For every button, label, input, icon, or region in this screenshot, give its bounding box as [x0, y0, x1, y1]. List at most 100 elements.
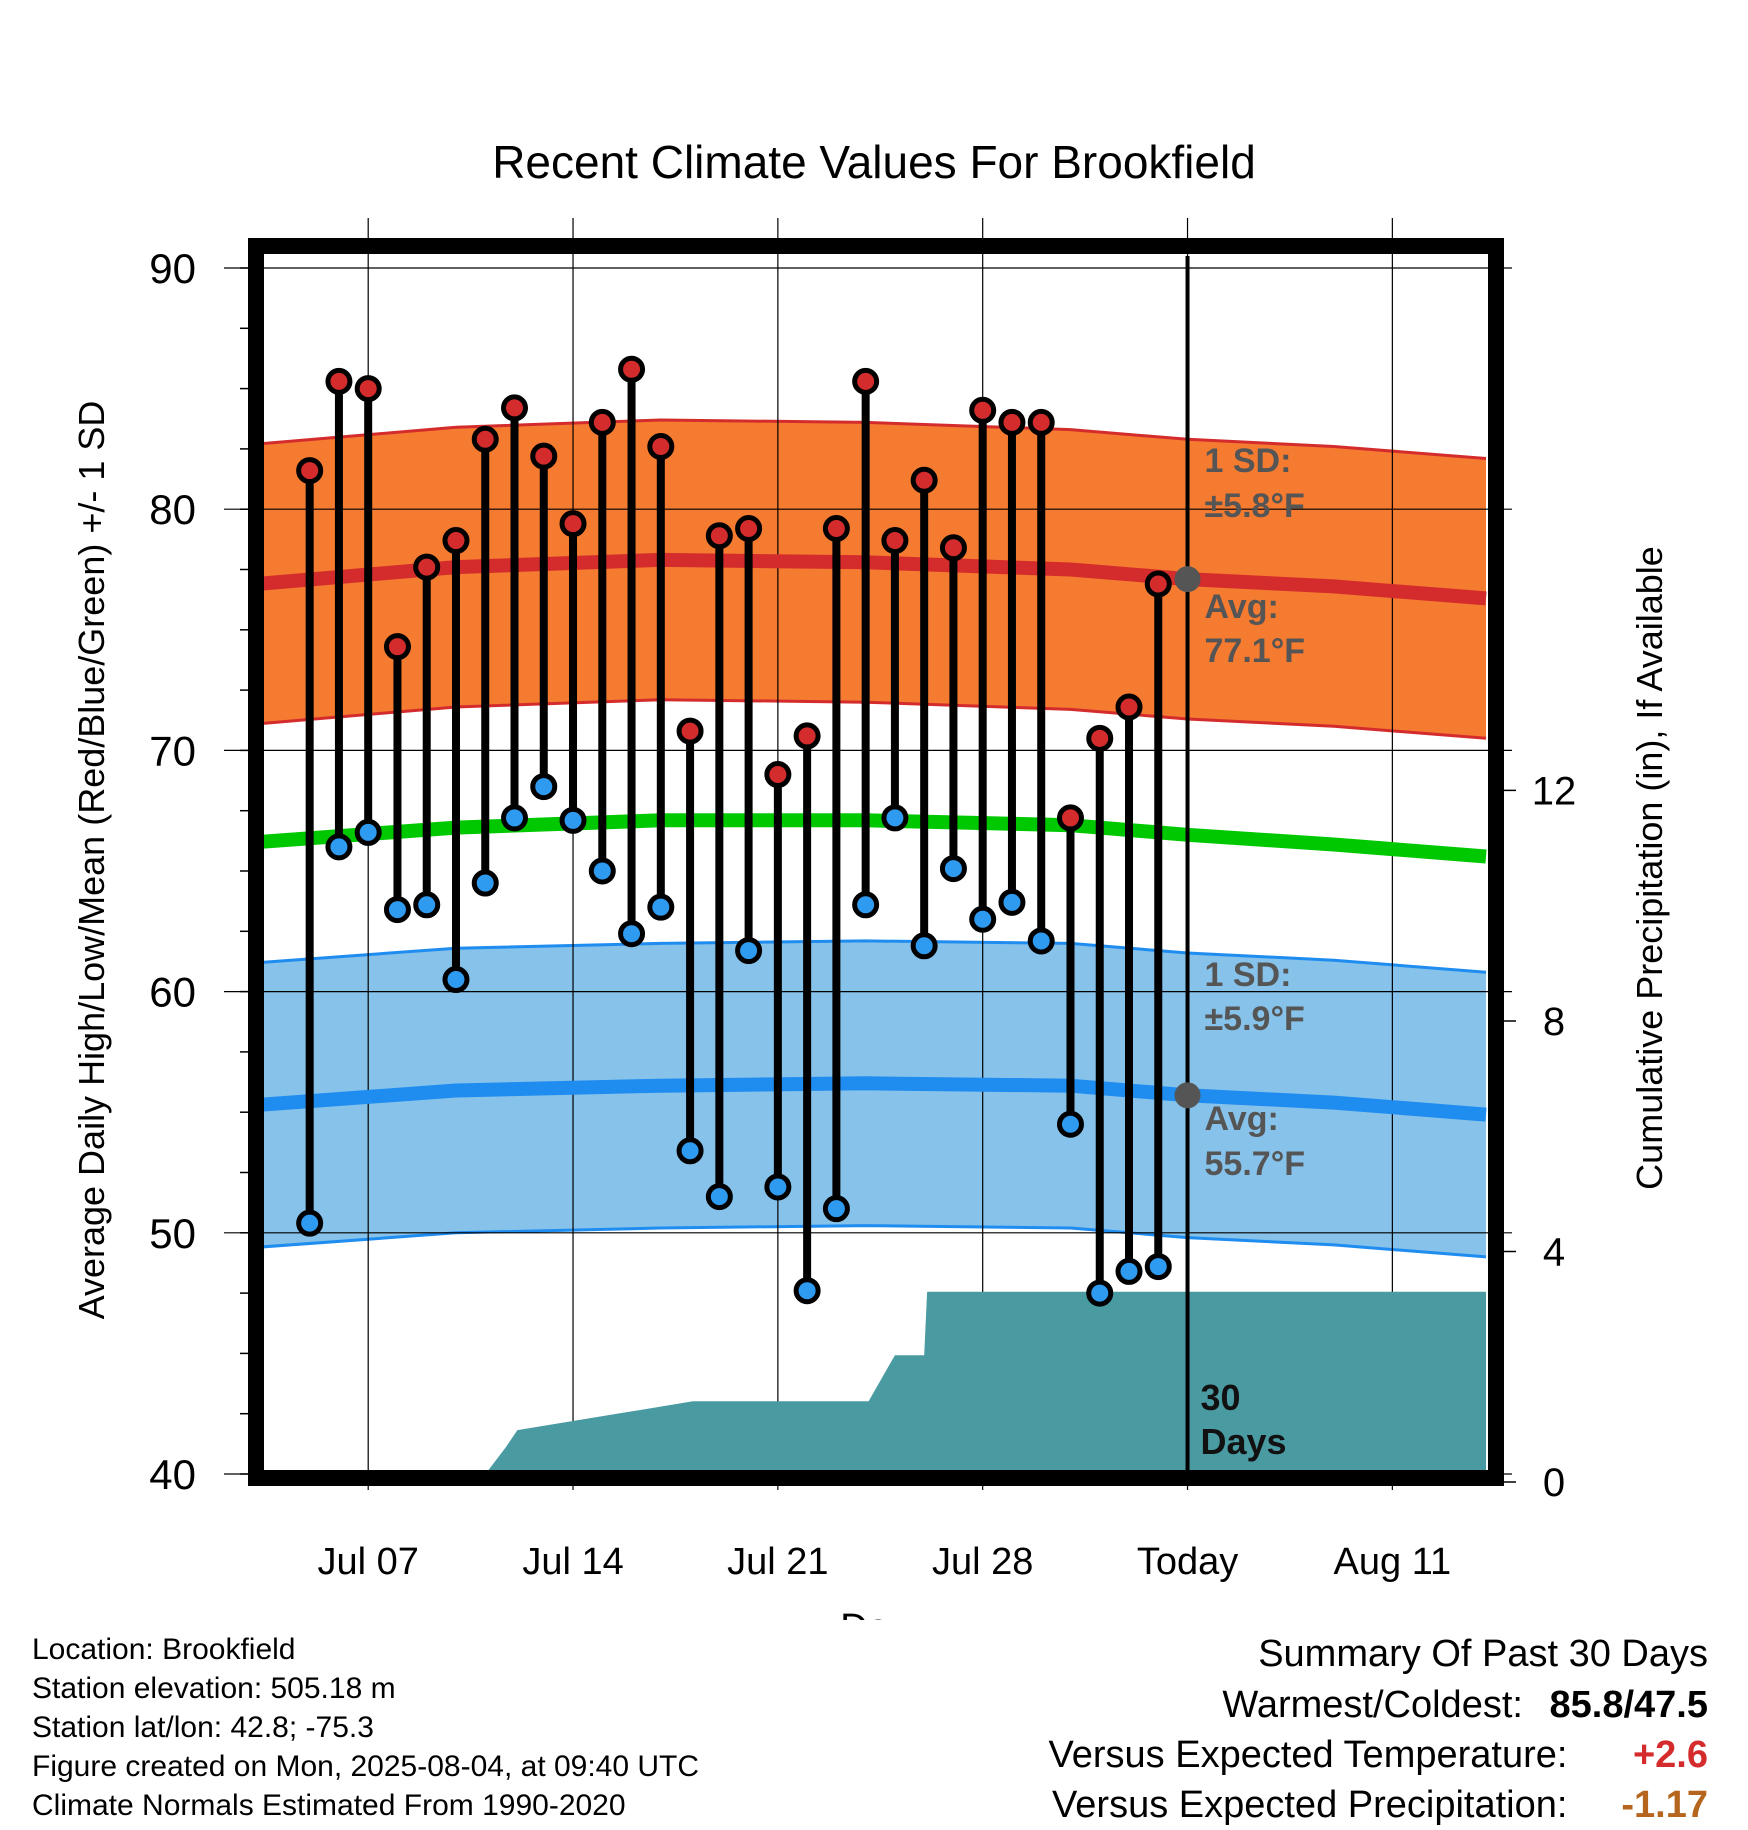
x-tick-label: Jul 07	[317, 1541, 418, 1583]
high-temp-point	[1086, 724, 1114, 752]
warm-cold-row: Warmest/Coldest: 85.8/47.5	[1049, 1680, 1708, 1730]
high-temp-point	[588, 408, 616, 436]
low-temp-point	[413, 891, 441, 919]
low-temp-point	[764, 1173, 792, 1201]
high-temp-point	[618, 355, 646, 383]
warm-cold-label: Warmest/Coldest:	[1222, 1684, 1523, 1726]
y-right-tick-label: 4	[1543, 1230, 1565, 1274]
high-temp-point	[325, 367, 353, 395]
high-temp-point	[881, 527, 909, 555]
low-temp-point	[1027, 927, 1055, 955]
low-temp-point	[354, 818, 382, 846]
plot-frame	[248, 238, 1504, 1486]
high-band-upper-edge	[262, 418, 1487, 460]
high-avg-label: Avg:	[1205, 588, 1279, 626]
low-temp-point	[969, 905, 997, 933]
high-temp-point	[1027, 408, 1055, 436]
high-temp-point	[1115, 693, 1143, 721]
low-temp-point	[1115, 1257, 1143, 1285]
summary-title: Summary Of Past 30 Days	[1258, 1633, 1708, 1675]
location-text: Location: Brookfield	[32, 1633, 296, 1666]
y-right-tick-label: 8	[1543, 1000, 1565, 1044]
low-temp-point	[588, 857, 616, 885]
high-temp-point	[559, 510, 587, 538]
high-temp-point	[735, 514, 763, 542]
y-tick-label: 40	[149, 1451, 196, 1498]
low-avg-label: Avg:	[1205, 1100, 1279, 1138]
y-tick-label: 80	[149, 486, 196, 533]
x-tick-label: Aug 11	[1334, 1541, 1452, 1583]
y-axis-label: Average Daily High/Low/Mean (Red/Blue/Gr…	[71, 401, 112, 1320]
low-temp-point	[530, 773, 558, 801]
y-right-tick-label: 12	[1532, 769, 1577, 813]
high-temp-point	[910, 466, 938, 494]
low-temp-point	[442, 966, 470, 994]
y-tick-label: 50	[149, 1210, 196, 1257]
normal-high-line	[262, 552, 1487, 606]
low-temp-point	[325, 833, 353, 861]
normal-low-line	[262, 1076, 1487, 1122]
high-temp-point	[764, 761, 792, 789]
window-label: Days	[1201, 1421, 1287, 1462]
high-sd-band	[262, 420, 1486, 739]
high-temp-point	[1056, 804, 1084, 832]
high-temp-point	[705, 522, 733, 550]
today-high-avg-marker	[1174, 566, 1201, 593]
low-temp-point	[822, 1195, 850, 1223]
window-number: 30	[1201, 1377, 1241, 1418]
high-temp-point	[939, 534, 967, 562]
low-avg-value: 55.7°F	[1205, 1145, 1306, 1183]
low-temp-point	[852, 891, 880, 919]
normal-mean-line	[262, 813, 1487, 864]
high-temp-point	[296, 457, 324, 485]
temp-label: Versus Expected Temperature:	[1048, 1734, 1568, 1776]
low-temp-point	[1086, 1279, 1114, 1307]
temp-value: +2.6	[1632, 1734, 1708, 1776]
today-low-avg-marker	[1174, 1082, 1201, 1109]
y-right-tick-label: 0	[1543, 1461, 1565, 1505]
x-axis-label: Day	[840, 1607, 908, 1620]
low-temp-point	[501, 804, 529, 832]
high-temp-point	[471, 425, 499, 453]
warm-cold-value: 85.8/47.5	[1549, 1684, 1708, 1726]
elevation-text: Station elevation: 505.18 m	[32, 1672, 396, 1705]
low-sd-label: 1 SD:	[1205, 956, 1292, 994]
low-temp-point	[735, 937, 763, 965]
low-temp-point	[471, 869, 499, 897]
high-temp-point	[793, 722, 821, 750]
x-tick-label: Jul 14	[522, 1541, 623, 1583]
low-temp-point	[998, 888, 1026, 916]
low-temp-point	[559, 806, 587, 834]
low-temp-point	[910, 932, 938, 960]
high-temp-point	[413, 553, 441, 581]
created-text: Figure created on Mon, 2025-08-04, at 09…	[32, 1750, 700, 1783]
high-band-lower-edge	[262, 698, 1487, 740]
low-temp-point	[705, 1183, 733, 1211]
temp-row: Versus Expected Temperature: +2.6	[1049, 1730, 1708, 1780]
y-right-axis-label: Cumulative Precipitation (in), If Availa…	[1629, 546, 1670, 1190]
station-info: Location: Brookfield Station elevation: …	[32, 1630, 699, 1825]
x-tick-label: Jul 28	[932, 1541, 1033, 1583]
x-tick-label: Jul 21	[727, 1541, 828, 1583]
high-temp-point	[998, 408, 1026, 436]
high-temp-point	[442, 527, 470, 555]
high-sd-label: 1 SD:	[1205, 442, 1292, 480]
low-temp-point	[618, 920, 646, 948]
low-temp-point	[939, 855, 967, 883]
low-band-lower-edge	[262, 1224, 1487, 1259]
low-temp-point	[296, 1209, 324, 1237]
low-band-upper-edge	[262, 939, 1487, 974]
high-temp-point	[647, 432, 675, 460]
chart-title: Recent Climate Values For Brookfield	[492, 136, 1256, 188]
high-temp-point	[530, 442, 558, 470]
low-sd-value: ±5.9°F	[1205, 1000, 1305, 1038]
y-tick-label: 90	[149, 245, 196, 292]
precip-row: Versus Expected Precipitation: -1.17	[1049, 1780, 1708, 1830]
x-tick-label: Today	[1137, 1541, 1238, 1583]
normals-text: Climate Normals Estimated From 1990-2020	[32, 1789, 626, 1822]
latlon-text: Station lat/lon: 42.8; -75.3	[32, 1711, 374, 1744]
high-temp-point	[354, 375, 382, 403]
low-temp-point	[676, 1137, 704, 1165]
high-temp-point	[676, 717, 704, 745]
low-sd-band	[262, 940, 1486, 1257]
